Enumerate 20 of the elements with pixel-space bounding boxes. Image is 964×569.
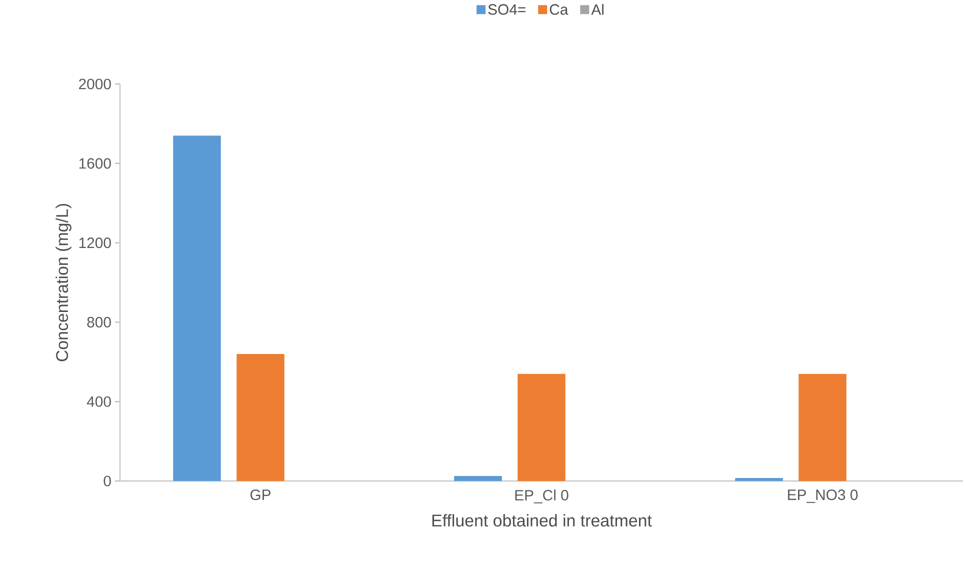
x-tick-label: EP_NO3 0 <box>788 490 858 503</box>
y-tick-label: 800 <box>87 316 111 328</box>
x-tick-label: GP <box>250 490 271 500</box>
y-tick-label: 2000 <box>79 78 111 90</box>
legend-label: Ca <box>550 4 568 15</box>
y-axis-title: Concentration (mg/L) <box>56 204 72 362</box>
y-tick-label: 1600 <box>79 158 111 169</box>
y-tick-label: 400 <box>86 396 111 407</box>
y-tick-label: 0 <box>104 476 111 486</box>
bar <box>454 476 502 482</box>
bar <box>798 374 846 482</box>
bar <box>518 374 566 482</box>
bar <box>173 136 221 482</box>
legend-label: Al <box>591 4 604 15</box>
y-tick-label: 1200 <box>79 238 111 248</box>
bar <box>236 354 284 482</box>
bar <box>735 478 783 482</box>
x-tick-label: EP_Cl 0 <box>515 490 568 504</box>
x-axis-title: Effluent obtained in treatment <box>432 514 652 527</box>
legend-label: SO4= <box>488 4 526 15</box>
